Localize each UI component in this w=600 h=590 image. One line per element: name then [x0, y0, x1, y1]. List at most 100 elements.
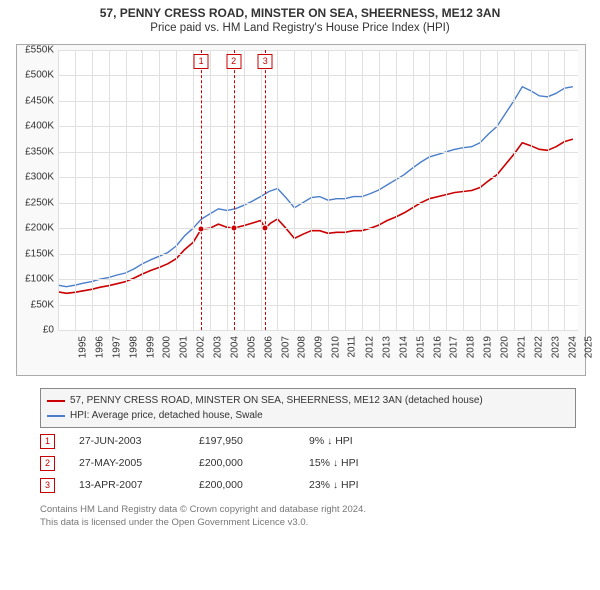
- ytick-label: £400K: [12, 121, 54, 132]
- ytick-label: £250K: [12, 197, 54, 208]
- down-arrow-icon: ↓: [327, 436, 332, 447]
- sales-row-diff: 9%↓HPI: [309, 435, 409, 447]
- gridline-v: [159, 50, 160, 330]
- gridline-h: [58, 330, 578, 331]
- chart-subtitle: Price paid vs. HM Land Registry's House …: [0, 22, 600, 38]
- sales-row-date: 27-MAY-2005: [79, 457, 199, 469]
- gridline-v: [548, 50, 549, 330]
- gridline-v: [396, 50, 397, 330]
- gridline-h: [58, 203, 578, 204]
- sales-row-diff: 23%↓HPI: [309, 479, 409, 491]
- gridline-v: [463, 50, 464, 330]
- xtick-label: 2005: [246, 336, 257, 358]
- sales-table: 1 27-JUN-2003£197,9509%↓HPI 2 27-MAY-2005£2…: [40, 430, 409, 496]
- gridline-v: [531, 50, 532, 330]
- gridline-h: [58, 75, 578, 76]
- sales-row-number: 1: [40, 434, 55, 449]
- xtick-label: 2001: [179, 336, 190, 358]
- xtick-label: 2020: [499, 336, 510, 358]
- chart-title: 57, PENNY CRESS ROAD, MINSTER ON SEA, SH…: [0, 0, 600, 22]
- down-arrow-icon: ↓: [333, 458, 338, 469]
- ytick-label: £450K: [12, 95, 54, 106]
- sales-row-price: £200,000: [199, 479, 309, 491]
- gridline-v: [75, 50, 76, 330]
- gridline-h: [58, 152, 578, 153]
- line-series-svg: [58, 50, 578, 330]
- xtick-label: 2007: [280, 336, 291, 358]
- footnote: Contains HM Land Registry data © Crown c…: [40, 504, 366, 530]
- gridline-v: [480, 50, 481, 330]
- gridline-v: [311, 50, 312, 330]
- xtick-label: 2000: [162, 336, 173, 358]
- gridline-v: [413, 50, 414, 330]
- gridline-h: [58, 101, 578, 102]
- ytick-label: £50K: [12, 299, 54, 310]
- sales-row-number: 3: [40, 478, 55, 493]
- gridline-v: [109, 50, 110, 330]
- xtick-label: 2018: [466, 336, 477, 358]
- sale-number-badge: 1: [194, 54, 209, 69]
- legend-label: 57, PENNY CRESS ROAD, MINSTER ON SEA, SH…: [70, 393, 483, 408]
- gridline-v: [564, 50, 565, 330]
- xtick-label: 2008: [297, 336, 308, 358]
- xtick-label: 1999: [145, 336, 156, 358]
- gridline-v: [446, 50, 447, 330]
- gridline-h: [58, 126, 578, 127]
- gridline-v: [126, 50, 127, 330]
- sales-row-diff: 15%↓HPI: [309, 457, 409, 469]
- xtick-label: 2016: [432, 336, 443, 358]
- sales-row-date: 13-APR-2007: [79, 479, 199, 491]
- sales-row-date: 27-JUN-2003: [79, 435, 199, 447]
- sales-row-price: £197,950: [199, 435, 309, 447]
- ytick-label: £200K: [12, 223, 54, 234]
- series-hpi: [58, 87, 573, 287]
- gridline-v: [345, 50, 346, 330]
- xtick-label: 1997: [111, 336, 122, 358]
- sale-marker: [198, 226, 205, 233]
- xtick-label: 2004: [229, 336, 240, 358]
- gridline-v: [294, 50, 295, 330]
- sale-marker: [262, 225, 269, 232]
- gridline-v: [362, 50, 363, 330]
- sale-vline: [234, 50, 235, 330]
- gridline-v: [227, 50, 228, 330]
- legend-swatch: [47, 415, 65, 417]
- xtick-label: 2022: [533, 336, 544, 358]
- ytick-label: £550K: [12, 45, 54, 56]
- sales-row: 3 13-APR-2007£200,00023%↓HPI: [40, 474, 409, 496]
- xtick-label: 2011: [347, 336, 358, 358]
- xtick-label: 2006: [263, 336, 274, 358]
- gridline-h: [58, 228, 578, 229]
- gridline-v: [92, 50, 93, 330]
- ytick-label: £0: [12, 325, 54, 336]
- footnote-line2: This data is licensed under the Open Gov…: [40, 517, 366, 530]
- xtick-label: 2012: [364, 336, 375, 358]
- xtick-label: 2014: [398, 336, 409, 358]
- down-arrow-icon: ↓: [333, 480, 338, 491]
- xtick-label: 1996: [94, 336, 105, 358]
- sales-row: 1 27-JUN-2003£197,9509%↓HPI: [40, 430, 409, 452]
- gridline-h: [58, 254, 578, 255]
- footnote-line1: Contains HM Land Registry data © Crown c…: [40, 504, 366, 517]
- xtick-label: 2013: [381, 336, 392, 358]
- gridline-h: [58, 305, 578, 306]
- xtick-label: 1995: [77, 336, 88, 358]
- sales-row-number: 2: [40, 456, 55, 471]
- legend-label: HPI: Average price, detached house, Swal…: [70, 408, 263, 423]
- gridline-v: [193, 50, 194, 330]
- gridline-h: [58, 50, 578, 51]
- legend-item: 57, PENNY CRESS ROAD, MINSTER ON SEA, SH…: [47, 393, 569, 408]
- xtick-label: 2015: [415, 336, 426, 358]
- gridline-v: [277, 50, 278, 330]
- ytick-label: £100K: [12, 274, 54, 285]
- plot-area: [58, 50, 578, 330]
- gridline-v: [261, 50, 262, 330]
- sale-number-badge: 3: [258, 54, 273, 69]
- ytick-label: £300K: [12, 172, 54, 183]
- gridline-v: [176, 50, 177, 330]
- xtick-label: 2019: [482, 336, 493, 358]
- xtick-label: 2023: [550, 336, 561, 358]
- legend-swatch: [47, 400, 65, 402]
- sale-vline: [265, 50, 266, 330]
- ytick-label: £150K: [12, 248, 54, 259]
